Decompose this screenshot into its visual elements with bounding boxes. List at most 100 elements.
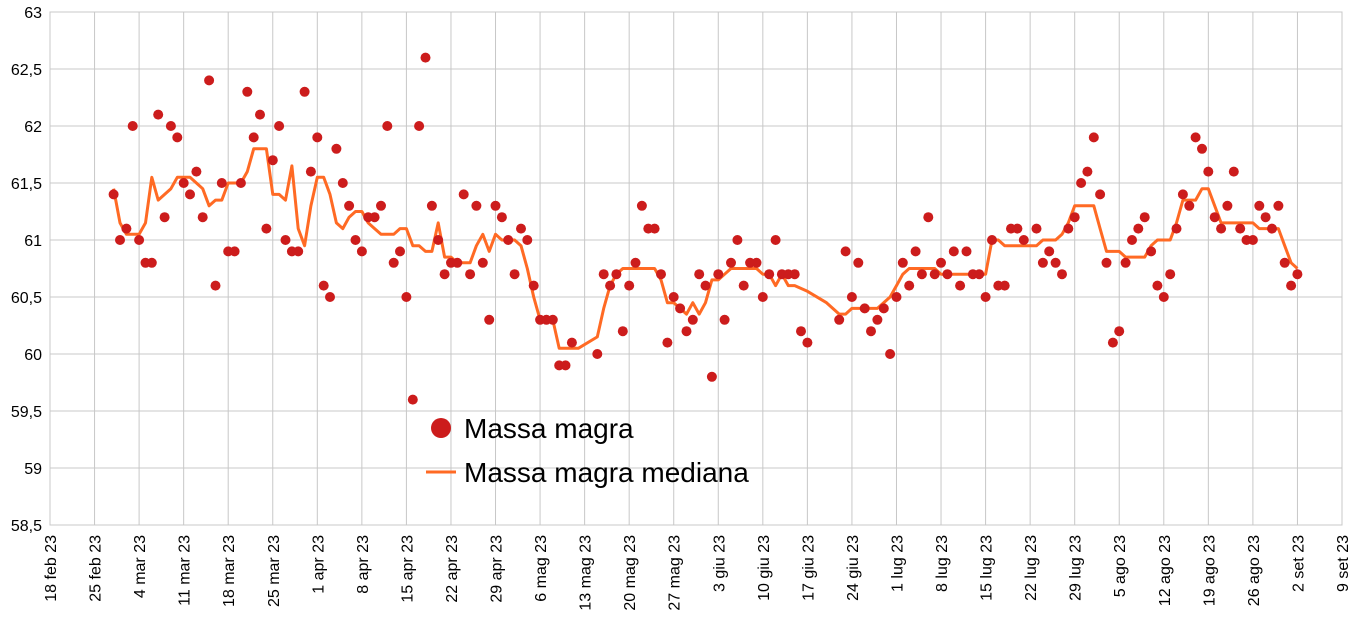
data-point [484, 314, 495, 325]
data-point [1139, 212, 1150, 223]
data-point [656, 269, 666, 280]
data-point [1267, 223, 1277, 234]
x-tick-label: 4 mar 23 [132, 535, 149, 598]
data-point [636, 200, 647, 211]
x-tick-label: 12 ago 23 [1157, 535, 1174, 606]
y-tick-label: 61,5 [11, 176, 42, 193]
data-point [802, 337, 813, 348]
data-point [1101, 257, 1112, 268]
x-tick-label: 15 lug 23 [979, 535, 996, 601]
data-point [866, 326, 876, 337]
data-point [840, 246, 851, 257]
data-point [1197, 143, 1207, 154]
data-point [312, 132, 323, 143]
data-point [414, 121, 425, 131]
data-point [305, 166, 316, 177]
data-point [1152, 280, 1163, 291]
x-tick-label: 8 lug 23 [934, 535, 951, 592]
y-tick-label: 62,5 [11, 62, 42, 79]
x-tick-label: 29 apr 23 [489, 535, 506, 603]
data-point [1190, 132, 1201, 143]
data-point [566, 337, 577, 348]
data-point [267, 155, 278, 166]
data-point [1050, 257, 1061, 268]
data-point [757, 292, 768, 302]
data-point [916, 269, 927, 280]
data-point [1095, 189, 1106, 200]
x-tick-label: 24 giu 23 [845, 535, 862, 601]
data-point [280, 235, 291, 245]
points-series-layer [108, 52, 1303, 405]
y-tick-label: 58,5 [11, 518, 42, 535]
data-point [293, 246, 304, 257]
data-point [1279, 257, 1290, 268]
data-point [522, 235, 533, 245]
data-point [1216, 223, 1227, 234]
data-point [255, 109, 265, 120]
data-point [1012, 223, 1023, 234]
data-point [1209, 212, 1220, 223]
data-point [764, 269, 775, 280]
data-point [859, 303, 870, 314]
data-point [668, 292, 679, 302]
data-point [153, 109, 164, 120]
data-point [216, 178, 227, 188]
data-point [923, 212, 934, 223]
x-tick-label: 6 mag 23 [533, 535, 550, 602]
x-tick-label: 11 mar 23 [177, 535, 194, 606]
x-tick-label: 15 apr 23 [399, 535, 416, 603]
data-point [751, 257, 762, 268]
data-point [547, 314, 558, 325]
legend-label-points: Massa magra [464, 413, 634, 444]
data-point [235, 178, 246, 188]
data-point [1082, 166, 1093, 177]
data-point [675, 303, 686, 314]
data-point [331, 143, 342, 154]
data-point [662, 337, 673, 348]
plot-frame [49, 11, 1343, 526]
data-point [159, 212, 170, 223]
data-point [942, 269, 953, 280]
data-point [1063, 223, 1074, 234]
data-point [1247, 235, 1258, 245]
data-point [1120, 257, 1131, 268]
data-point [299, 86, 310, 97]
data-point [458, 189, 469, 200]
data-point [598, 269, 609, 280]
data-point [210, 280, 221, 291]
data-point [885, 349, 896, 359]
data-point [369, 212, 380, 223]
x-tick-label: 25 mar 23 [266, 535, 283, 607]
data-point [846, 292, 857, 302]
data-point [172, 132, 183, 143]
data-point [1031, 223, 1042, 234]
data-point [1203, 166, 1214, 177]
data-point [496, 212, 507, 223]
data-point [1018, 235, 1029, 245]
data-point [1127, 235, 1137, 245]
data-point [796, 326, 806, 337]
data-point [433, 235, 444, 245]
data-point [904, 280, 915, 291]
data-point [605, 280, 616, 291]
data-point [1133, 223, 1144, 234]
data-point [1228, 166, 1239, 177]
x-tick-label: 10 giu 23 [756, 535, 773, 601]
y-tick-label: 60,5 [11, 290, 42, 307]
y-tick-label: 60 [24, 347, 42, 364]
data-point [185, 189, 195, 200]
data-point [694, 269, 705, 280]
data-point [388, 257, 399, 268]
data-point [948, 246, 959, 257]
data-point [134, 235, 145, 245]
data-point [395, 246, 405, 257]
y-tick-label: 59 [24, 461, 42, 478]
data-point [439, 269, 450, 280]
data-point [611, 269, 622, 280]
data-point [929, 269, 940, 280]
data-point [115, 235, 125, 245]
data-point [1222, 200, 1233, 211]
x-tick-label: 13 mag 23 [578, 535, 595, 611]
data-point [961, 246, 972, 257]
